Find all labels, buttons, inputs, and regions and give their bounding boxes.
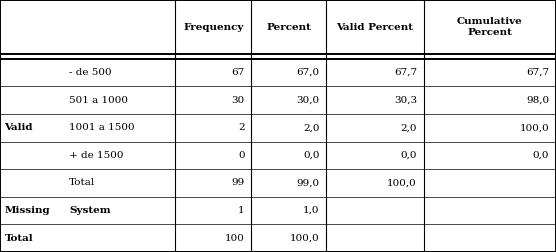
Text: Frequency: Frequency [183,23,244,32]
Text: 0: 0 [238,151,245,160]
Text: 0,0: 0,0 [533,151,549,160]
Text: 99: 99 [231,178,245,187]
Text: 98,0: 98,0 [526,96,549,105]
Text: 30: 30 [231,96,245,105]
Text: 0,0: 0,0 [400,151,417,160]
Text: 30,0: 30,0 [296,96,320,105]
Text: 99,0: 99,0 [296,178,320,187]
Text: System: System [70,206,111,215]
Text: 1: 1 [238,206,245,215]
Text: Missing: Missing [4,206,50,215]
Text: 100,0: 100,0 [290,234,320,243]
Text: + de 1500: + de 1500 [70,151,124,160]
Text: Cumulative
Percent: Cumulative Percent [457,17,523,38]
Text: 67,0: 67,0 [296,68,320,77]
Text: Percent: Percent [266,23,311,32]
Text: 2,0: 2,0 [400,123,417,132]
Text: Total: Total [70,178,96,187]
Text: 0,0: 0,0 [303,151,320,160]
Text: 100,0: 100,0 [387,178,417,187]
Text: 2,0: 2,0 [303,123,320,132]
Text: 67,7: 67,7 [394,68,417,77]
Text: 67: 67 [231,68,245,77]
Text: 1,0: 1,0 [303,206,320,215]
Text: 1001 a 1500: 1001 a 1500 [70,123,135,132]
Text: 30,3: 30,3 [394,96,417,105]
Text: 501 a 1000: 501 a 1000 [70,96,128,105]
Text: Valid Percent: Valid Percent [336,23,414,32]
Text: 67,7: 67,7 [526,68,549,77]
Text: - de 500: - de 500 [70,68,112,77]
Text: Total: Total [4,234,33,243]
Text: 100,0: 100,0 [519,123,549,132]
Text: Valid: Valid [4,123,33,132]
Text: 2: 2 [238,123,245,132]
Text: 100: 100 [225,234,245,243]
